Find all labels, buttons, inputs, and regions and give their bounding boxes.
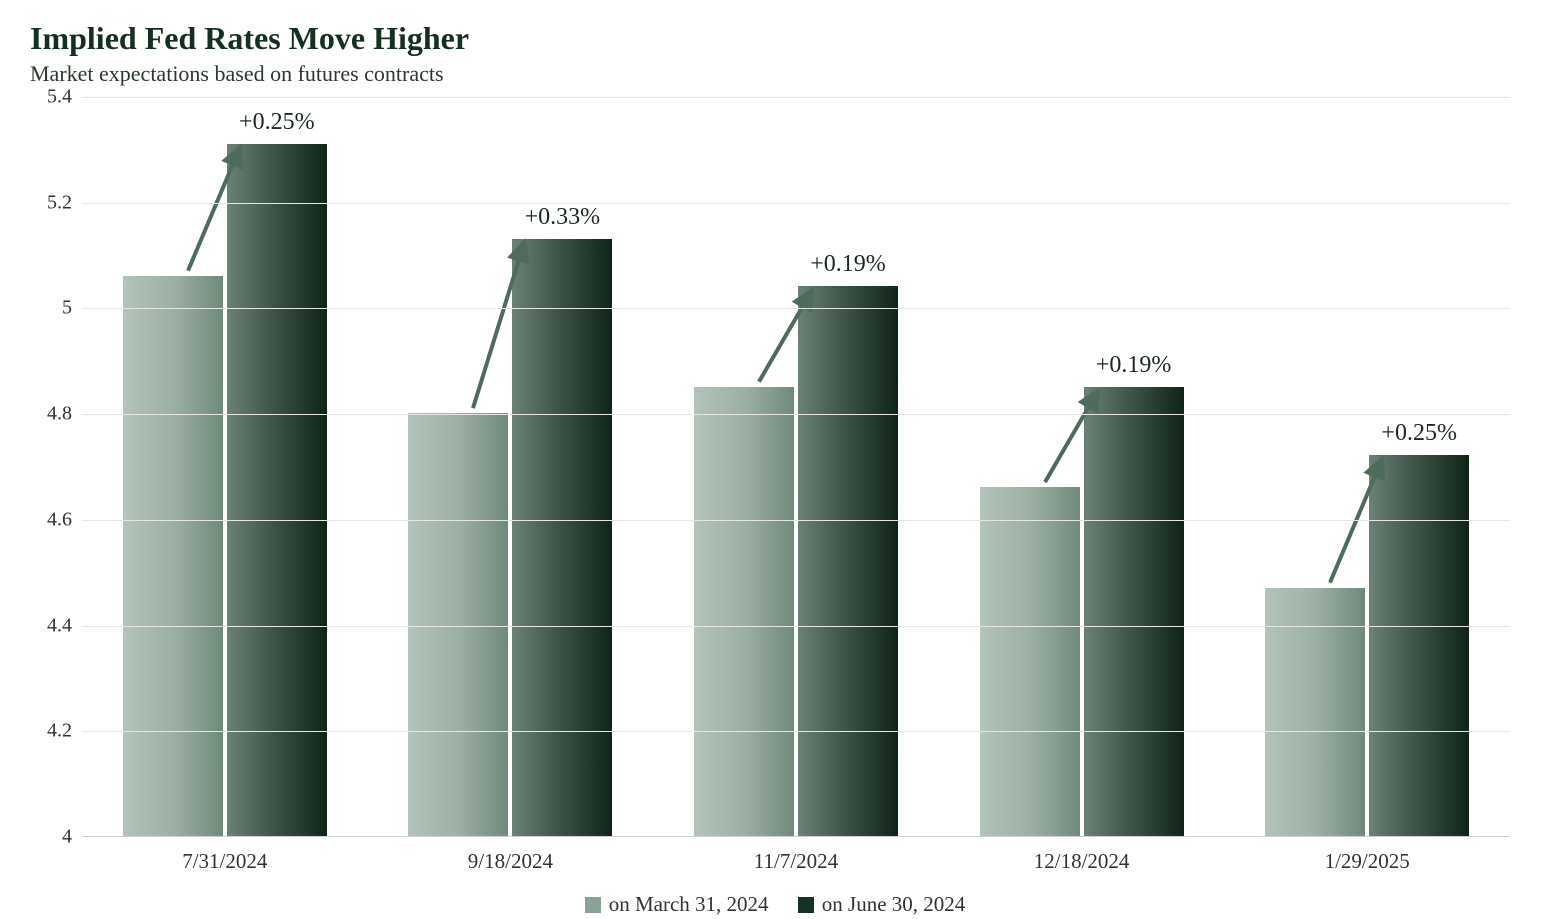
gridline [82,203,1510,204]
bar-s1 [694,387,794,836]
legend-label-s1: on March 31, 2024 [609,892,769,917]
gridline [82,414,1510,415]
y-tick-label: 4.4 [47,614,72,637]
chart-title: Implied Fed Rates Move Higher [30,20,1520,57]
bar-s2 [1084,387,1184,836]
legend-swatch-s2 [798,897,814,913]
bar-s2 [512,239,612,836]
x-tick-label: 1/29/2025 [1224,849,1510,874]
delta-label: +0.33% [525,204,601,231]
delta-label: +0.19% [1096,352,1172,379]
y-tick-label: 4 [62,826,72,849]
y-tick-label: 4.8 [47,403,72,426]
bar-s2 [1369,455,1469,836]
bar-group: +0.33% [368,97,654,836]
bar-s2 [798,286,898,836]
gridline [82,520,1510,521]
y-tick-label: 5.4 [47,86,72,109]
chart-subtitle: Market expectations based on futures con… [30,61,1520,87]
y-tick-label: 4.2 [47,720,72,743]
delta-label: +0.25% [239,109,315,136]
bar-group: +0.19% [939,97,1225,836]
bar-s1 [980,487,1080,836]
y-axis: 44.24.44.64.855.25.4 [30,97,78,837]
gridline [82,308,1510,309]
bar-group: +0.25% [1224,97,1510,836]
gridline [82,626,1510,627]
x-axis-labels: 7/31/20249/18/202411/7/202412/18/20241/2… [82,849,1510,874]
y-tick-label: 4.6 [47,508,72,531]
bar-group: +0.25% [82,97,368,836]
legend-swatch-s1 [585,897,601,913]
y-tick-label: 5 [62,297,72,320]
x-tick-label: 7/31/2024 [82,849,368,874]
gridline [82,97,1510,98]
x-tick-label: 9/18/2024 [368,849,654,874]
gridline [82,731,1510,732]
legend-label-s2: on June 30, 2024 [822,892,966,917]
legend-item-s2: on June 30, 2024 [798,892,966,917]
chart-container: Implied Fed Rates Move Higher Market exp… [0,0,1550,918]
y-tick-label: 5.2 [47,191,72,214]
bar-s1 [123,276,223,836]
plot-area: +0.25% +0.33% +0.19% +0.19% +0.25% [82,97,1510,837]
chart-area: 44.24.44.64.855.25.4 +0.25%+0.33%+0.19%+… [30,97,1520,837]
delta-label: +0.25% [1381,420,1457,447]
delta-label: +0.19% [810,251,886,278]
x-tick-label: 11/7/2024 [653,849,939,874]
legend: on March 31, 2024 on June 30, 2024 [30,892,1520,919]
legend-item-s1: on March 31, 2024 [585,892,769,917]
bar-groups: +0.25% +0.33% +0.19% +0.19% +0.25% [82,97,1510,836]
bar-group: +0.19% [653,97,939,836]
x-tick-label: 12/18/2024 [939,849,1225,874]
